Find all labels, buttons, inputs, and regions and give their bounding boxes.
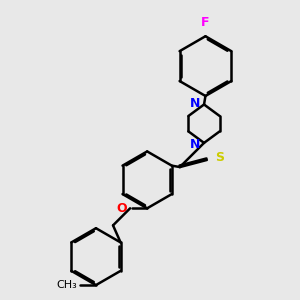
Text: N: N: [190, 138, 201, 151]
Text: CH₃: CH₃: [57, 280, 77, 290]
Text: F: F: [201, 16, 210, 29]
Text: O: O: [117, 202, 127, 215]
Text: N: N: [190, 97, 201, 110]
Text: S: S: [215, 151, 224, 164]
